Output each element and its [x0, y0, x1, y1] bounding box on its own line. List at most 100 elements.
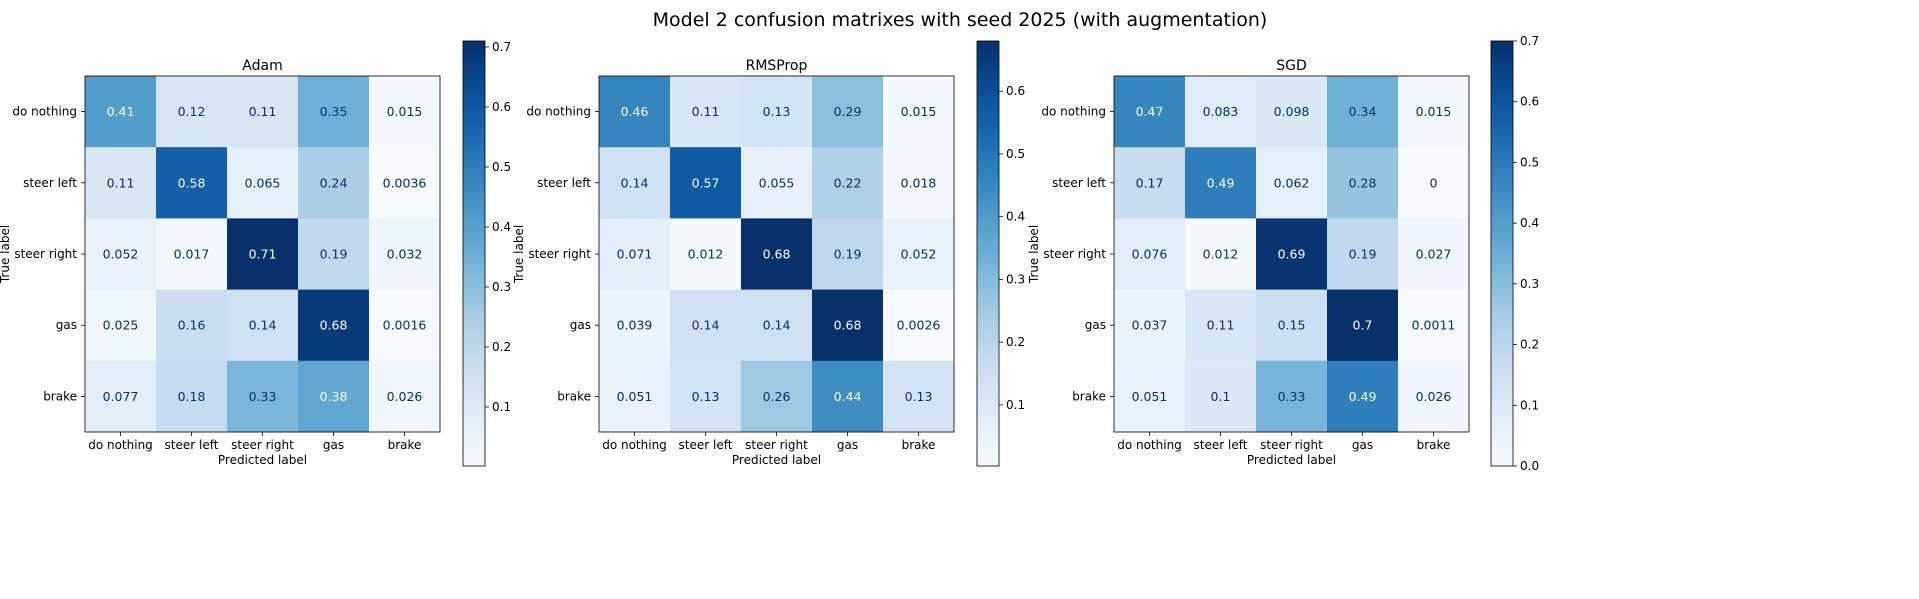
- cell-value-label: 0.015: [901, 104, 937, 119]
- heatmap-cell: [298, 360, 370, 433]
- heatmap-cell: [599, 218, 671, 291]
- cell-value-label: 0.68: [320, 318, 348, 333]
- y-tick-label: steer left: [1052, 176, 1106, 190]
- y-axis-label: True label: [1027, 225, 1041, 284]
- heatmap-cell: [1398, 360, 1470, 433]
- cell-value-label: 0.0016: [383, 318, 427, 333]
- heatmap-cell: [369, 76, 441, 148]
- heatmap-cell: [1327, 289, 1399, 362]
- heatmap-cell: [369, 147, 441, 219]
- x-tick-label: gas: [837, 438, 858, 452]
- x-tick-label: do nothing: [1117, 438, 1182, 452]
- heatmap-cell: [85, 289, 157, 362]
- heatmap-cell: [812, 360, 884, 433]
- heatmap-cell: [670, 76, 742, 148]
- heatmap-cell: [1327, 147, 1399, 219]
- heatmap-cell: [812, 289, 884, 362]
- cell-value-label: 0.14: [692, 318, 720, 333]
- cell-value-label: 0.14: [763, 318, 791, 333]
- colorbar-tick-label: 0.1: [492, 400, 511, 414]
- x-tick-label: gas: [1352, 438, 1373, 452]
- heatmap-cell: [670, 360, 742, 433]
- cell-value-label: 0.13: [763, 104, 791, 119]
- cell-value-label: 0.17: [1136, 175, 1164, 190]
- y-tick-label: gas: [570, 318, 591, 332]
- colorbar-tick-label: 0.7: [492, 40, 511, 54]
- heatmap-cell: [1185, 360, 1257, 433]
- heatmap-cell: [156, 147, 228, 219]
- heatmap-cell: [1398, 289, 1470, 362]
- heatmap-cell: [1114, 289, 1186, 362]
- cell-value-label: 0.0011: [1412, 318, 1456, 333]
- heatmap-cell: [599, 360, 671, 433]
- cell-value-label: 0.33: [1278, 389, 1306, 404]
- y-tick-label: steer left: [23, 176, 77, 190]
- x-axis-label: Predicted label: [218, 453, 307, 467]
- heatmap-cell: [883, 360, 955, 433]
- heatmap-cell: [298, 218, 370, 291]
- colorbar-tick-label: 0.5: [1520, 155, 1539, 169]
- heatmap-cell: [1185, 76, 1257, 148]
- heatmap-cell: [1327, 360, 1399, 433]
- cell-value-label: 0.44: [834, 389, 862, 404]
- heatmap-cell: [1256, 360, 1328, 433]
- cell-value-label: 0.19: [320, 247, 348, 262]
- heatmap-cell: [1185, 218, 1257, 291]
- cell-value-label: 0.098: [1274, 104, 1310, 119]
- heatmap-cell: [1114, 360, 1186, 433]
- heatmap-cell: [812, 218, 884, 291]
- cell-value-label: 0.13: [905, 389, 933, 404]
- cell-value-label: 0.71: [249, 247, 277, 262]
- y-tick-label: gas: [1085, 318, 1106, 332]
- cell-value-label: 0.077: [103, 389, 139, 404]
- heatmap-cell: [298, 147, 370, 219]
- cell-value-label: 0.015: [387, 104, 423, 119]
- heatmap-cell: [812, 147, 884, 219]
- heatmap-cell: [1398, 76, 1470, 148]
- confusion-matrix-panel-adam: Adam 0.41 0.12 0.11 0.35 0.015 0.11 0.58 0.065 0.…: [0, 40, 511, 467]
- x-axis-label: Predicted label: [1247, 453, 1336, 467]
- y-tick-label: do nothing: [1041, 105, 1106, 119]
- colorbar-tick-label: 0.2: [1006, 335, 1025, 349]
- heatmap-cell: [670, 147, 742, 219]
- heatmap-cell: [227, 360, 299, 433]
- colorbar-tick-label: 0.3: [1520, 277, 1539, 291]
- x-tick-label: do nothing: [88, 438, 153, 452]
- cell-value-label: 0.012: [1203, 247, 1239, 262]
- cell-value-label: 0.57: [692, 175, 720, 190]
- x-tick-label: brake: [1417, 438, 1451, 452]
- cell-value-label: 0.34: [1349, 104, 1377, 119]
- cell-value-label: 0.017: [174, 247, 210, 262]
- cell-value-label: 0.012: [688, 247, 724, 262]
- heatmap-cell: [741, 218, 813, 291]
- x-tick-label: steer left: [1194, 438, 1248, 452]
- colorbar-tick-label: 0.6: [492, 100, 511, 114]
- cell-value-label: 0.24: [320, 175, 348, 190]
- cell-value-label: 0.11: [692, 104, 720, 119]
- colorbar-tick-label: 0.4: [492, 220, 511, 234]
- cell-value-label: 0.083: [1203, 104, 1239, 119]
- cell-value-label: 0.35: [320, 104, 348, 119]
- heatmap-cell: [599, 147, 671, 219]
- heatmap-cell: [1114, 218, 1186, 291]
- x-tick-label: steer right: [745, 438, 808, 452]
- colorbar-tick-label: 0.4: [1006, 210, 1025, 224]
- heatmap-cell: [883, 218, 955, 291]
- y-tick-label: steer right: [528, 247, 591, 261]
- colorbar-tick-label: 0.4: [1520, 216, 1539, 230]
- cell-value-label: 0.062: [1274, 175, 1310, 190]
- heatmap-cell: [1327, 76, 1399, 148]
- y-axis-label: True label: [0, 225, 12, 284]
- heatmap-cell: [1398, 147, 1470, 219]
- x-tick-label: brake: [388, 438, 422, 452]
- cell-value-label: 0.065: [245, 175, 281, 190]
- x-axis-label: Predicted label: [732, 453, 821, 467]
- y-tick-label: steer right: [1043, 247, 1106, 261]
- heatmap-cell: [1114, 147, 1186, 219]
- cell-value-label: 0.16: [178, 318, 206, 333]
- cell-value-label: 0.052: [901, 247, 937, 262]
- cell-value-label: 0.015: [1416, 104, 1452, 119]
- x-tick-label: steer left: [679, 438, 733, 452]
- panel-title: RMSProp: [746, 58, 808, 74]
- heatmap-cell: [298, 289, 370, 362]
